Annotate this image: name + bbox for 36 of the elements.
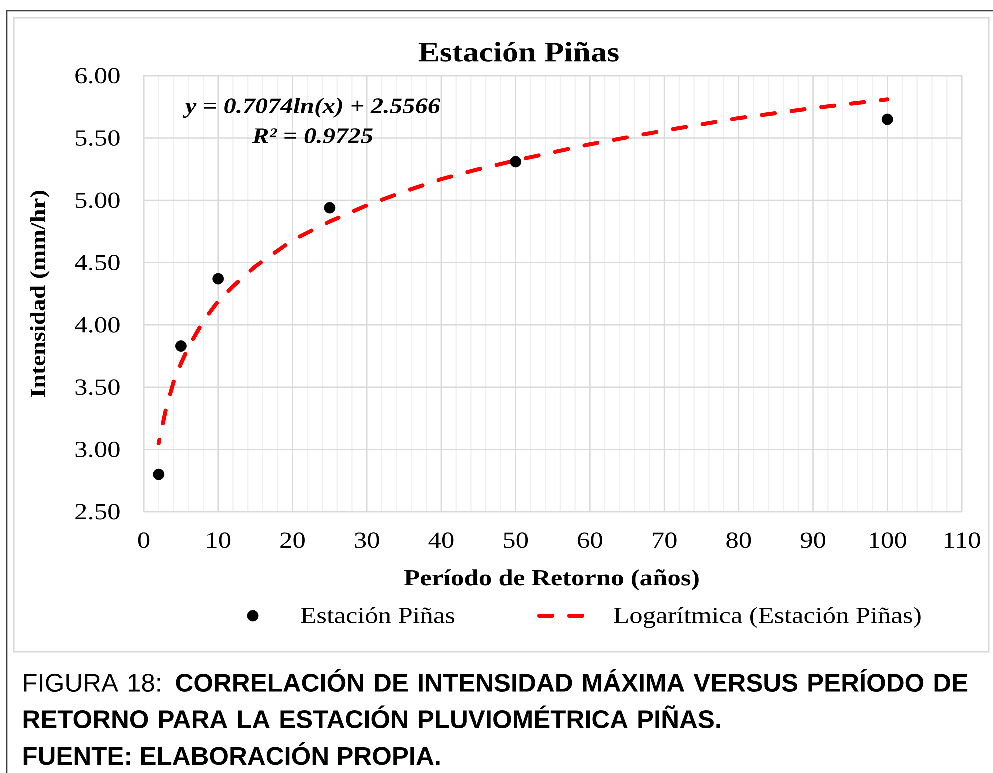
point	[882, 114, 894, 126]
y-tick-label: 2.50	[76, 504, 120, 520]
point	[153, 468, 165, 480]
annotation: R² = 0.9725	[252, 128, 373, 144]
y-tick-label: 3.00	[76, 442, 120, 458]
x-tick-label: 70	[653, 532, 677, 548]
x-tick-label: 110	[944, 532, 980, 548]
point	[510, 156, 522, 168]
text: FIGURA 18: CORRELACIÓN DE INTENSIDAD MÁXIMA VERSUS PERÍODO DE RETORNO PARA LA ESTACIÓN PLUVIOMÉTRICA PIÑAS.	[24, 669, 968, 729]
x-tick-label: 60	[578, 532, 602, 548]
x-tick-label: 80	[726, 532, 752, 548]
source-note: FUENTE: ELABORACIÓN PROPIA.	[24, 742, 440, 766]
point	[324, 202, 336, 214]
chart-title: Estación Piñas	[418, 42, 619, 62]
x-tick-label: 100	[870, 532, 906, 548]
x-tick-label: 30	[355, 532, 380, 548]
annotation: y = 0.7074ln(x) + 2.5566	[182, 98, 441, 118]
line-series	[156, 98, 890, 446]
x-tick-label: 10	[207, 532, 231, 548]
y-tick-label: 3.50	[76, 380, 120, 396]
y-tick-label: 4.00	[75, 317, 120, 333]
point	[175, 340, 187, 352]
x-axis-title: Período de Retorno (años)	[404, 570, 699, 590]
x-tick-label: 20	[280, 532, 305, 548]
y-tick-label: 4.50	[75, 255, 120, 271]
point	[212, 273, 224, 285]
legend-label: Logarítmica (Estación Piñas)	[614, 607, 921, 628]
x-tick-label: 90	[800, 532, 826, 548]
y-tick-label: 6.00	[76, 68, 120, 84]
y-tick-label: 5.00	[76, 192, 120, 208]
y-axis-title: Intensidad (mm/hr)	[30, 191, 50, 398]
legend-label: Estación Piñas	[301, 607, 455, 624]
x-tick-label: 0	[138, 532, 150, 548]
x-tick-label: 50	[504, 532, 528, 548]
x-tick-label: 40	[428, 532, 454, 548]
y-tick-label: 5.50	[76, 130, 120, 146]
